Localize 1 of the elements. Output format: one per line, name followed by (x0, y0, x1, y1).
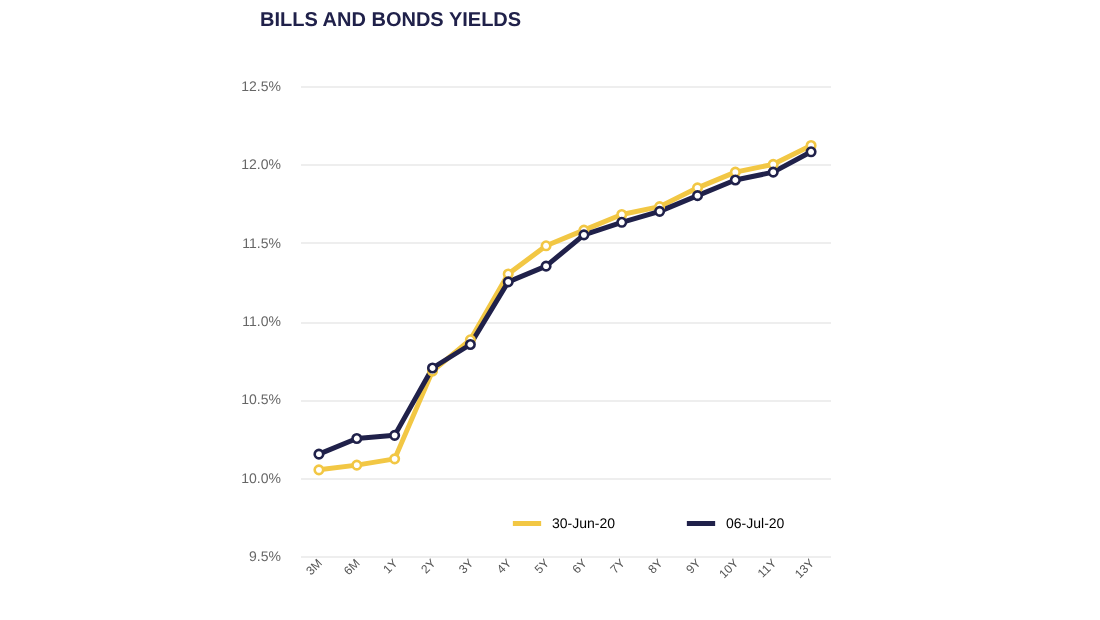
chart-title: BILLS AND BONDS YIELDS (260, 10, 522, 32)
